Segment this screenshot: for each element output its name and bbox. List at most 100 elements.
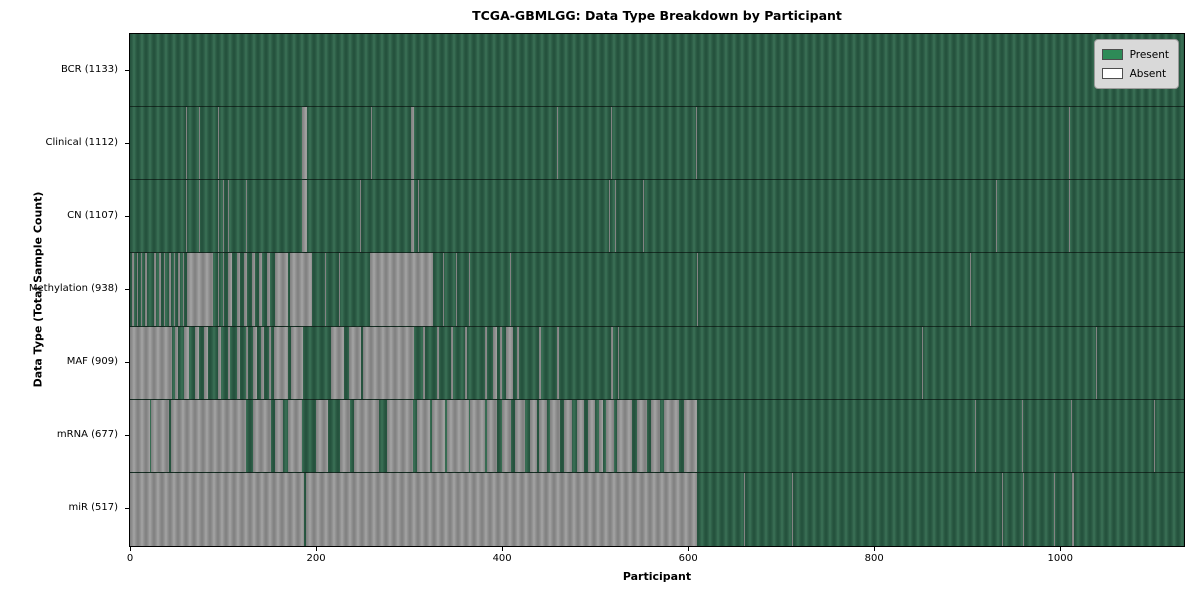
absent-segment [158, 253, 161, 326]
absent-segment [410, 107, 414, 180]
absent-segment [183, 253, 184, 326]
y-tick-label-cn: CN (1107) [67, 209, 118, 221]
y-tick-mark [125, 142, 129, 144]
y-tick-mark [125, 215, 129, 217]
absent-segment [223, 253, 224, 326]
absent-segment [169, 253, 171, 326]
legend-swatch-icon [1101, 49, 1123, 60]
absent-segment [348, 326, 361, 399]
absent-segment [149, 253, 151, 326]
absent-segment [268, 326, 272, 399]
y-tick-label-clinical: Clinical (1112) [45, 136, 119, 148]
absent-segment [418, 180, 420, 253]
absent-segment [309, 180, 311, 253]
absent-segment [218, 326, 222, 399]
absent-segment [663, 399, 679, 472]
y-tick-label-mir: miR (517) [68, 502, 118, 514]
legend: Present Absent [1093, 39, 1179, 89]
x-tick-label: 0 [126, 553, 134, 564]
x-tick-mark [874, 547, 876, 551]
y-axis-label: Data Type (Total Sample Count) [31, 191, 45, 388]
absent-segment [550, 399, 560, 472]
absent-segment [170, 399, 247, 472]
absent-segment [290, 253, 313, 326]
absent-segment [227, 326, 231, 399]
chart-title: TCGA-GBMLGG: Data Type Breakdown by Part… [472, 8, 842, 23]
row-cn [130, 180, 1184, 254]
absent-segment [354, 399, 380, 472]
absent-segment [1095, 326, 1097, 399]
absent-segment [921, 326, 923, 399]
legend-entry: Absent [1101, 64, 1169, 83]
absent-segment [510, 253, 512, 326]
absent-segment [274, 326, 289, 399]
absent-segment [442, 253, 445, 326]
y-tick-mark [125, 435, 129, 437]
absent-segment [244, 253, 248, 326]
absent-segment [252, 326, 257, 399]
absent-segment [246, 326, 249, 399]
absent-segment [743, 472, 745, 546]
x-tick-label: 200 [306, 553, 326, 564]
y-tick-label-methylation: Methylation (938) [28, 283, 118, 294]
absent-segment [423, 326, 425, 399]
absent-segment [251, 253, 255, 326]
absent-segment [339, 253, 341, 326]
absent-segment [130, 399, 150, 472]
absent-segment [492, 326, 497, 399]
x-tick-label: 1000 [1047, 553, 1073, 564]
absent-segment [696, 253, 699, 326]
absent-segment [198, 180, 200, 253]
absent-segment [370, 253, 434, 326]
absent-segment [1072, 472, 1075, 546]
absent-segment [515, 399, 526, 472]
absent-segment [617, 399, 633, 472]
absent-segment [996, 180, 997, 253]
row-methylation [130, 253, 1184, 327]
absent-segment [302, 107, 307, 180]
absent-segment [325, 253, 327, 326]
absent-segment [151, 399, 170, 472]
absent-segment [606, 399, 614, 472]
absent-segment [185, 107, 187, 180]
absent-segment [173, 253, 175, 326]
absent-segment [195, 326, 199, 399]
absent-segment [131, 253, 134, 326]
absent-segment [470, 399, 486, 472]
absent-segment [261, 326, 264, 399]
absent-segment [330, 326, 344, 399]
row-clinical [130, 107, 1184, 181]
absent-segment [587, 399, 596, 472]
absent-segment [1071, 399, 1073, 472]
absent-segment [1053, 472, 1055, 546]
absent-segment [252, 399, 272, 472]
x-tick-mark [688, 547, 690, 551]
absent-segment [455, 253, 458, 326]
absent-segment [516, 326, 519, 399]
absent-segment [246, 180, 248, 253]
absent-segment [636, 399, 648, 472]
absent-segment [1022, 399, 1024, 472]
absent-segment [130, 326, 172, 399]
x-tick-mark [1060, 547, 1062, 551]
y-tick-mark [125, 289, 129, 290]
absent-segment [650, 399, 661, 472]
absent-segment [695, 107, 698, 180]
absent-segment [141, 253, 143, 326]
absent-segment [410, 180, 414, 253]
absent-segment [450, 326, 453, 399]
x-tick-label: 600 [678, 553, 698, 564]
absent-segment [609, 180, 610, 253]
absent-segment [684, 399, 698, 472]
row-mir [130, 472, 1184, 546]
absent-segment [275, 253, 289, 326]
absent-segment [642, 180, 644, 253]
absent-segment [539, 399, 547, 472]
y-tick-mark [125, 362, 129, 364]
absent-segment [266, 253, 270, 326]
absent-segment [829, 326, 831, 399]
absent-segment [763, 399, 765, 472]
absent-segment [500, 326, 503, 399]
x-tick-mark [502, 547, 504, 551]
y-tick-label-mrna: mRNA (677) [56, 429, 118, 441]
